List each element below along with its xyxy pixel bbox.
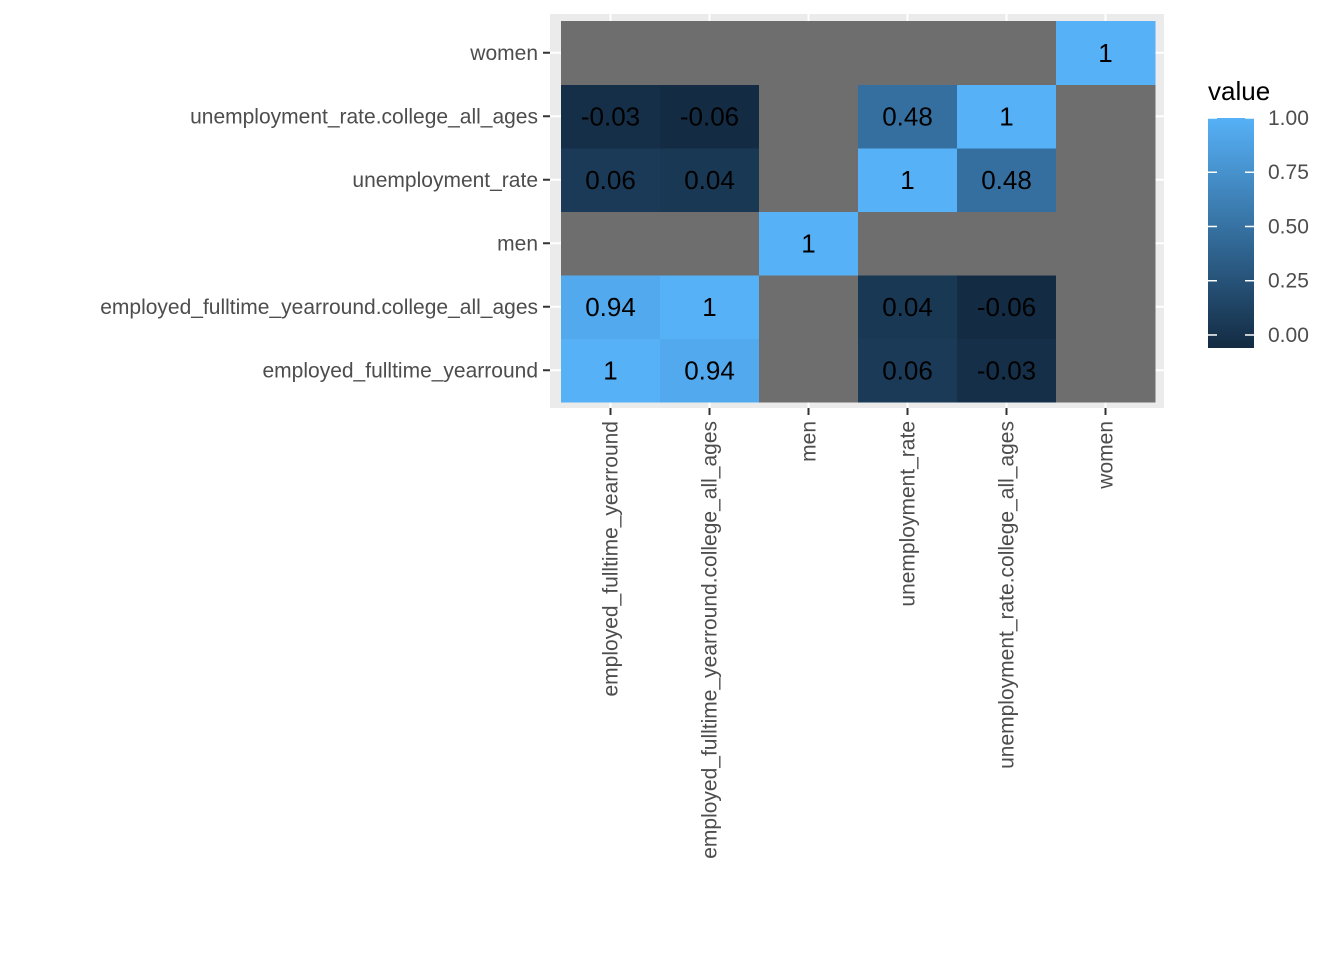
y-tick-label: employed_fulltime_yearround [263, 359, 539, 382]
heatmap-cell [660, 275, 760, 339]
legend-tick-label: 1.00 [1268, 107, 1309, 130]
heatmap-cell [957, 338, 1057, 403]
x-axis: employed_fulltime_yearround employed_full… [600, 408, 1118, 859]
y-axis: employed_fulltime_yearround employed_full… [100, 42, 550, 382]
cell-value-label: -0.06 [977, 292, 1036, 322]
cell-value-label: 0.06 [585, 165, 636, 195]
heatmap-cell [957, 148, 1057, 212]
x-tick-label: employed_fulltime_yearround [600, 421, 623, 697]
heatmap-cell [561, 211, 661, 276]
heatmap-cell [759, 21, 859, 85]
heatmap-cell [660, 211, 760, 276]
y-tick-label: unemployment_rate [352, 169, 538, 192]
y-tick-label: unemployment_rate.college_all_ages [190, 105, 538, 128]
cell-value-label: 1 [702, 292, 716, 322]
cell-value-label: 0.48 [882, 101, 933, 131]
heatmap-cell [858, 84, 958, 149]
legend-tick-label: 0.75 [1268, 161, 1309, 184]
heatmap-cell [660, 21, 760, 85]
cell-value-label: 0.04 [684, 165, 735, 195]
legend: value 1.00 0.75 0.50 0.25 0.00 [1208, 76, 1309, 348]
heatmap-cell [1056, 21, 1156, 85]
heatmap-cell [957, 84, 1057, 149]
heatmap-cell [660, 338, 760, 403]
x-tick-label: unemployment_rate.college_all_ages [996, 421, 1019, 769]
heatmap-cell [759, 275, 859, 339]
heatmap-cell [858, 338, 958, 403]
heatmap-cell [759, 148, 859, 212]
heatmap-cell [1056, 84, 1156, 149]
legend-colorbar [1208, 118, 1254, 348]
heatmap-cell [957, 21, 1057, 85]
heatmap-cell [759, 211, 859, 276]
x-tick-label: unemployment_rate [897, 421, 920, 607]
heatmap-cell [858, 211, 958, 276]
heatmap-cell [561, 338, 661, 403]
cell-value-label: 1 [603, 355, 617, 385]
cell-value-label: -0.03 [977, 355, 1036, 385]
heatmap-cell [660, 148, 760, 212]
heatmap-cell [561, 84, 661, 149]
heatmap-cell [660, 84, 760, 149]
cell-value-label: 0.04 [882, 292, 933, 322]
cell-value-label: 1 [1098, 38, 1112, 68]
legend-tick-label: 0.00 [1268, 324, 1309, 347]
legend-tick-label: 0.25 [1268, 270, 1309, 293]
cell-value-label: 1 [801, 228, 815, 258]
legend-tick-label: 0.50 [1268, 215, 1309, 238]
y-tick-label: men [497, 232, 538, 255]
heatmap-cell [759, 84, 859, 149]
cell-value-label: 1 [999, 101, 1013, 131]
heatmap-cell [1056, 148, 1156, 212]
heatmap-cell [957, 275, 1057, 339]
heatmap-cell [561, 275, 661, 339]
heatmap-cell [858, 275, 958, 339]
cell-value-label: 1 [900, 165, 914, 195]
heatmap-cell [858, 148, 958, 212]
heatmap-cell [858, 21, 958, 85]
heatmap-cell [561, 148, 661, 212]
heatmap-cell [561, 21, 661, 85]
cell-value-label: -0.06 [680, 101, 739, 131]
x-tick-label: women [1095, 421, 1118, 490]
x-tick-label: men [798, 421, 821, 462]
heatmap-cell [957, 211, 1057, 276]
heatmap-cell [1056, 338, 1156, 403]
cell-labels: 1 0.94 0.06 -0.03 0.94 1 0.04 -0.06 1 0.06 0.04 1 0.… [581, 38, 1113, 386]
cell-value-label: 0.94 [585, 292, 636, 322]
heatmap-cell [1056, 211, 1156, 276]
heatmap-cell [1056, 275, 1156, 339]
heatmap-cells [561, 21, 1156, 403]
heatmap-cell [759, 338, 859, 403]
cell-value-label: -0.03 [581, 101, 640, 131]
cell-value-label: 0.06 [882, 355, 933, 385]
cell-value-label: 0.94 [684, 355, 735, 385]
x-tick-label: employed_fulltime_yearround.college_all_… [699, 421, 722, 859]
cell-value-label: 0.48 [981, 165, 1032, 195]
y-tick-label: women [469, 42, 538, 65]
legend-title: value [1208, 76, 1270, 106]
y-tick-label: employed_fulltime_yearround.college_all_… [100, 296, 538, 319]
